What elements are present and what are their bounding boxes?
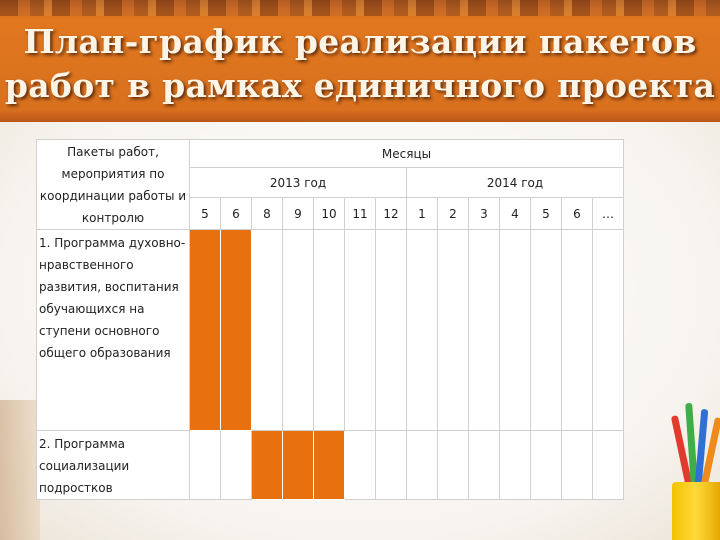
schedule-cell: [530, 229, 562, 431]
row-label: 1. Программа духовно-нравственного разви…: [36, 229, 190, 431]
schedule-table: Пакеты работ, мероприятия по координации…: [36, 139, 624, 500]
schedule-cell: [220, 430, 252, 500]
books-decoration: [0, 0, 720, 16]
title-band: [0, 0, 720, 122]
table-row: 1. Программа духовно-нравственного разви…: [36, 229, 624, 431]
month-cell: 8: [251, 197, 283, 230]
schedule-cell: [592, 229, 624, 431]
month-cell: 1: [406, 197, 438, 230]
month-cell: 9: [282, 197, 314, 230]
title-line-2: работ в рамках единичного проекта: [4, 66, 716, 105]
header-year-2014: 2014 год: [406, 167, 624, 198]
month-cell: 12: [375, 197, 407, 230]
schedule-cell: [406, 229, 438, 431]
month-cell: …: [592, 197, 624, 230]
schedule-cell: [499, 430, 531, 500]
schedule-cell: [406, 430, 438, 500]
pencil-cup-decoration: [670, 402, 720, 540]
schedule-cell: [375, 430, 407, 500]
month-cell: 10: [313, 197, 345, 230]
schedule-cell: [313, 430, 345, 500]
schedule-cell: [189, 430, 221, 500]
header-months: Месяцы: [189, 139, 624, 168]
month-cell: 3: [468, 197, 500, 230]
schedule-cell: [561, 229, 593, 431]
month-cell: 2: [437, 197, 469, 230]
schedule-cell: [344, 229, 376, 431]
schedule-cell: [561, 430, 593, 500]
month-cell: 11: [344, 197, 376, 230]
schedule-cell: [375, 229, 407, 431]
schedule-cell: [499, 229, 531, 431]
schedule-cell: [220, 229, 252, 431]
month-cell: 6: [561, 197, 593, 230]
row-label: 2. Программа социализации подростков: [36, 430, 190, 500]
schedule-cell: [282, 229, 314, 431]
schedule-cell: [437, 430, 469, 500]
month-cell: 4: [499, 197, 531, 230]
page-title: План-график реализации пакетов работ в р…: [0, 20, 720, 108]
schedule-cell: [189, 229, 221, 431]
schedule-cell: [344, 430, 376, 500]
schedule-cell: [437, 229, 469, 431]
month-cell: 5: [530, 197, 562, 230]
schedule-cell: [251, 430, 283, 500]
title-line-1: План-график реализации пакетов: [23, 22, 697, 61]
schedule-cell: [468, 430, 500, 500]
schedule-cell: [592, 430, 624, 500]
header-year-2013: 2013 год: [189, 167, 407, 198]
month-cell: 5: [189, 197, 221, 230]
header-work-packages: Пакеты работ, мероприятия по координации…: [36, 139, 190, 230]
schedule-cell: [313, 229, 345, 431]
book-pages-decoration: [0, 400, 40, 540]
schedule-cell: [251, 229, 283, 431]
schedule-cell: [530, 430, 562, 500]
month-cell: 6: [220, 197, 252, 230]
schedule-cell: [468, 229, 500, 431]
schedule-cell: [282, 430, 314, 500]
table-row: 2. Программа социализации подростков: [36, 430, 624, 500]
